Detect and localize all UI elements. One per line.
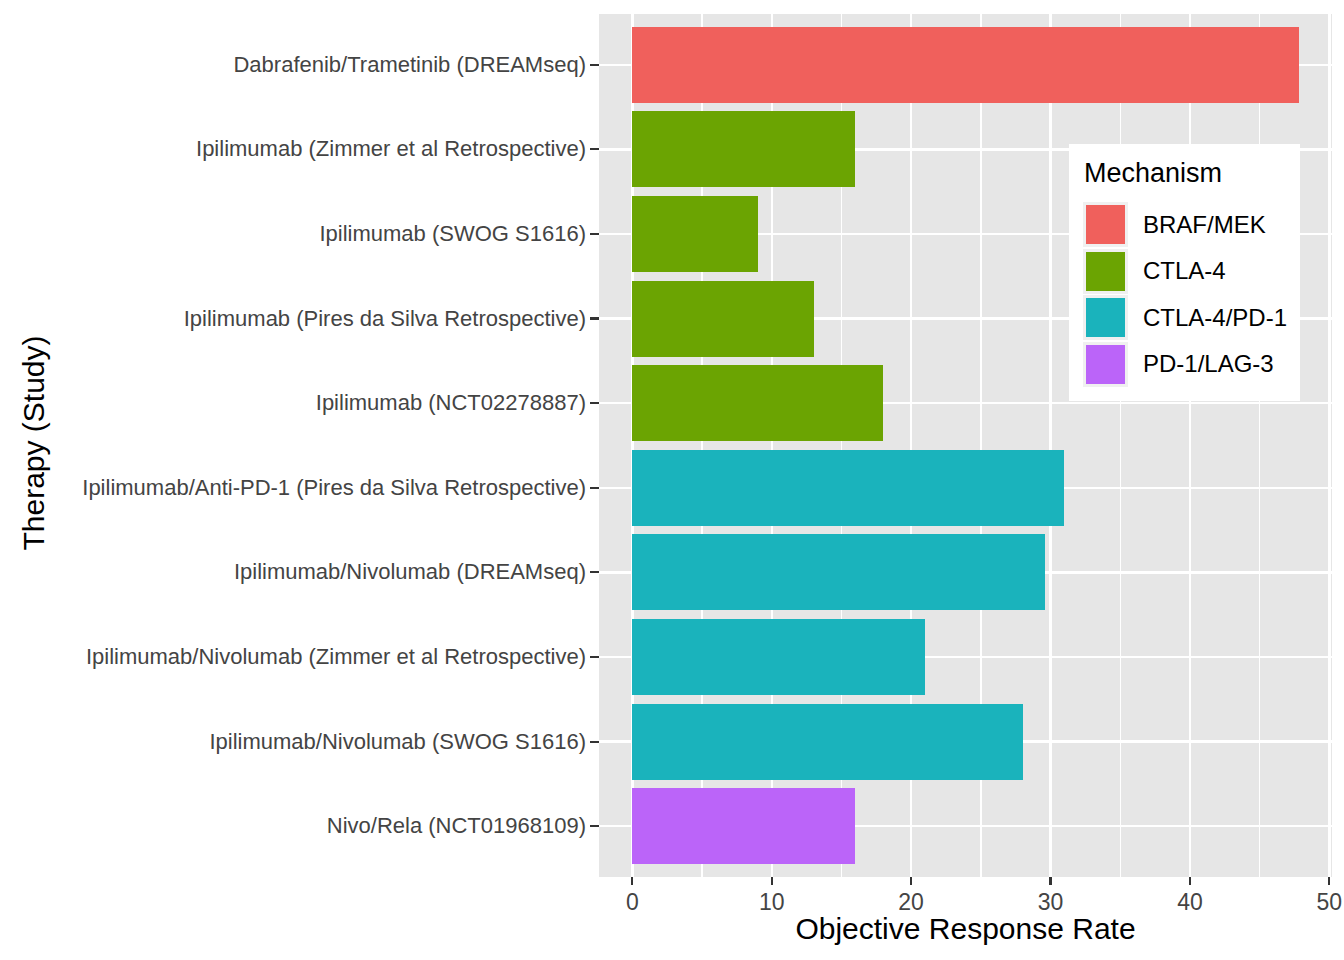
y-tick-mark xyxy=(590,233,599,235)
x-tick-mark xyxy=(910,877,912,885)
gridline-major-x-50 xyxy=(1328,14,1330,877)
x-tick-mark xyxy=(1189,877,1191,885)
y-tick-mark xyxy=(590,741,599,743)
x-tick-mark xyxy=(1049,877,1051,885)
y-tick-mark xyxy=(590,656,599,658)
legend-key-swatch xyxy=(1083,342,1128,387)
y-tick-mark xyxy=(590,317,599,319)
y-tick-mark xyxy=(590,148,599,150)
bar-1 xyxy=(632,27,1298,103)
x-axis-title: Objective Response Rate xyxy=(599,912,1332,946)
legend-key-swatch xyxy=(1083,295,1128,340)
x-tick-mark xyxy=(631,877,633,885)
y-tick-mark xyxy=(590,825,599,827)
y-tick-mark xyxy=(590,402,599,404)
y-axis-label: Ipilimumab/Nivolumab (DREAMseq) xyxy=(0,559,586,585)
legend-entry: CTLA-4/PD-1 xyxy=(1083,295,1293,340)
bar-7 xyxy=(632,534,1045,610)
legend-entry-label: CTLA-4/PD-1 xyxy=(1143,304,1287,332)
x-tick-mark xyxy=(1328,877,1330,885)
y-tick-mark xyxy=(590,64,599,66)
legend: Mechanism BRAF/MEK CTLA-4 CTLA-4/PD-1 PD-1/… xyxy=(1069,144,1300,401)
legend-title: Mechanism xyxy=(1084,158,1222,189)
bar-10 xyxy=(632,788,855,864)
bar-4 xyxy=(632,281,813,357)
bar-3 xyxy=(632,196,757,272)
y-axis-label: Ipilimumab/Nivolumab (Zimmer et al Retro… xyxy=(0,644,586,670)
y-axis-label: Ipilimumab (Pires da Silva Retrospective… xyxy=(0,306,586,332)
bar-6 xyxy=(632,450,1064,526)
legend-key-swatch xyxy=(1083,202,1128,247)
y-tick-mark xyxy=(590,571,599,573)
legend-entry-label: CTLA-4 xyxy=(1143,257,1226,285)
legend-entry: PD-1/LAG-3 xyxy=(1083,342,1293,387)
x-tick-mark xyxy=(771,877,773,885)
legend-key-swatch xyxy=(1083,249,1128,294)
y-axis-title: Therapy (Study) xyxy=(17,335,51,550)
legend-entry-label: BRAF/MEK xyxy=(1143,211,1266,239)
bar-5 xyxy=(632,365,883,441)
y-axis-label: Ipilimumab/Nivolumab (SWOG S1616) xyxy=(0,729,586,755)
y-tick-mark xyxy=(590,487,599,489)
y-axis-label: Ipilimumab (SWOG S1616) xyxy=(0,221,586,247)
y-axis-label: Ipilimumab/Anti-PD-1 (Pires da Silva Ret… xyxy=(0,475,586,501)
legend-entry: CTLA-4 xyxy=(1083,249,1293,294)
y-axis-label: Ipilimumab (Zimmer et al Retrospective) xyxy=(0,136,586,162)
bar-9 xyxy=(632,704,1022,780)
bar-8 xyxy=(632,619,925,695)
y-axis-label: Nivo/Rela (NCT01968109) xyxy=(0,813,586,839)
legend-entry: BRAF/MEK xyxy=(1083,202,1293,247)
bar-2 xyxy=(632,111,855,187)
y-axis-label: Dabrafenib/Trametinib (DREAMseq) xyxy=(0,52,586,78)
chart-figure: Therapy (Study) Dabrafenib/Trametinib (D… xyxy=(0,0,1344,960)
y-axis-label: Ipilimumab (NCT02278887) xyxy=(0,390,586,416)
legend-entry-label: PD-1/LAG-3 xyxy=(1143,350,1274,378)
gridline-major-x-30 xyxy=(1049,14,1051,877)
